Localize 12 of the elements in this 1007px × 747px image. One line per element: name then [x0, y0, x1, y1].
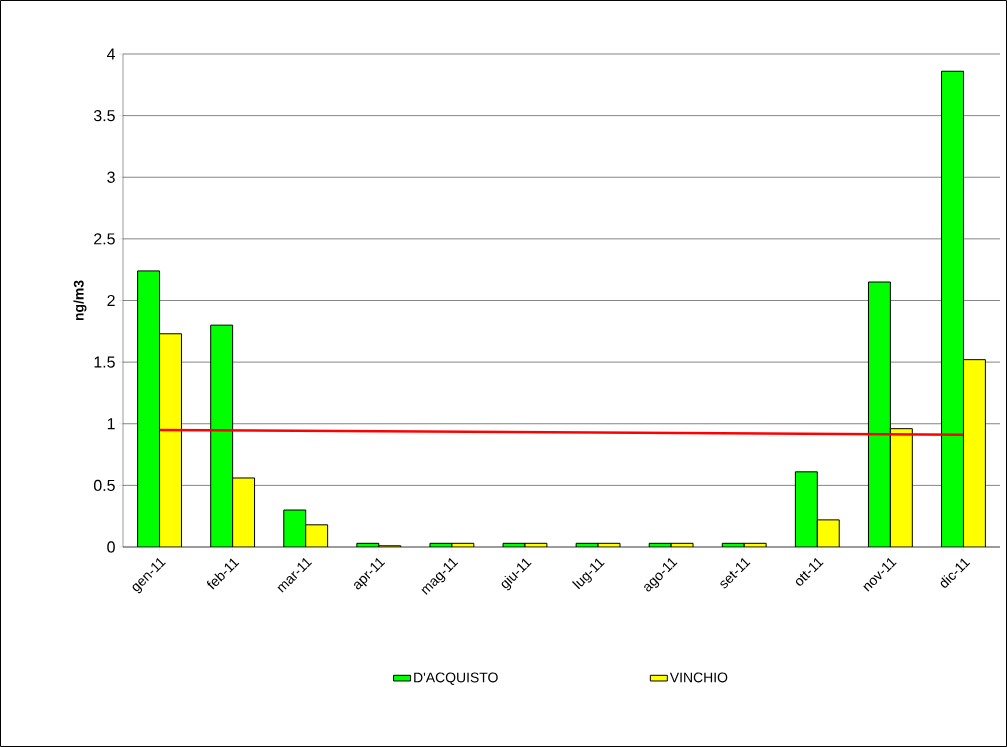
y-tick-label: 3.5 — [93, 109, 115, 122]
y-tick-label: 1.5 — [94, 356, 115, 368]
y-tick-label: 2.5 — [94, 233, 115, 245]
y-tick-label: 1 — [107, 418, 115, 430]
legend-label: VINCHIO — [669, 672, 728, 683]
y-tick-label: 4 — [106, 48, 116, 60]
y-tick-label: 2 — [107, 294, 115, 307]
y-tick-label: 3 — [107, 171, 115, 183]
y-tick-label: 0.5 — [93, 479, 115, 492]
legend-label: D'ACQUISTO — [414, 672, 498, 685]
y-tick-label: 0 — [107, 541, 115, 553]
y-axis-title: ng/m3 — [73, 280, 87, 321]
